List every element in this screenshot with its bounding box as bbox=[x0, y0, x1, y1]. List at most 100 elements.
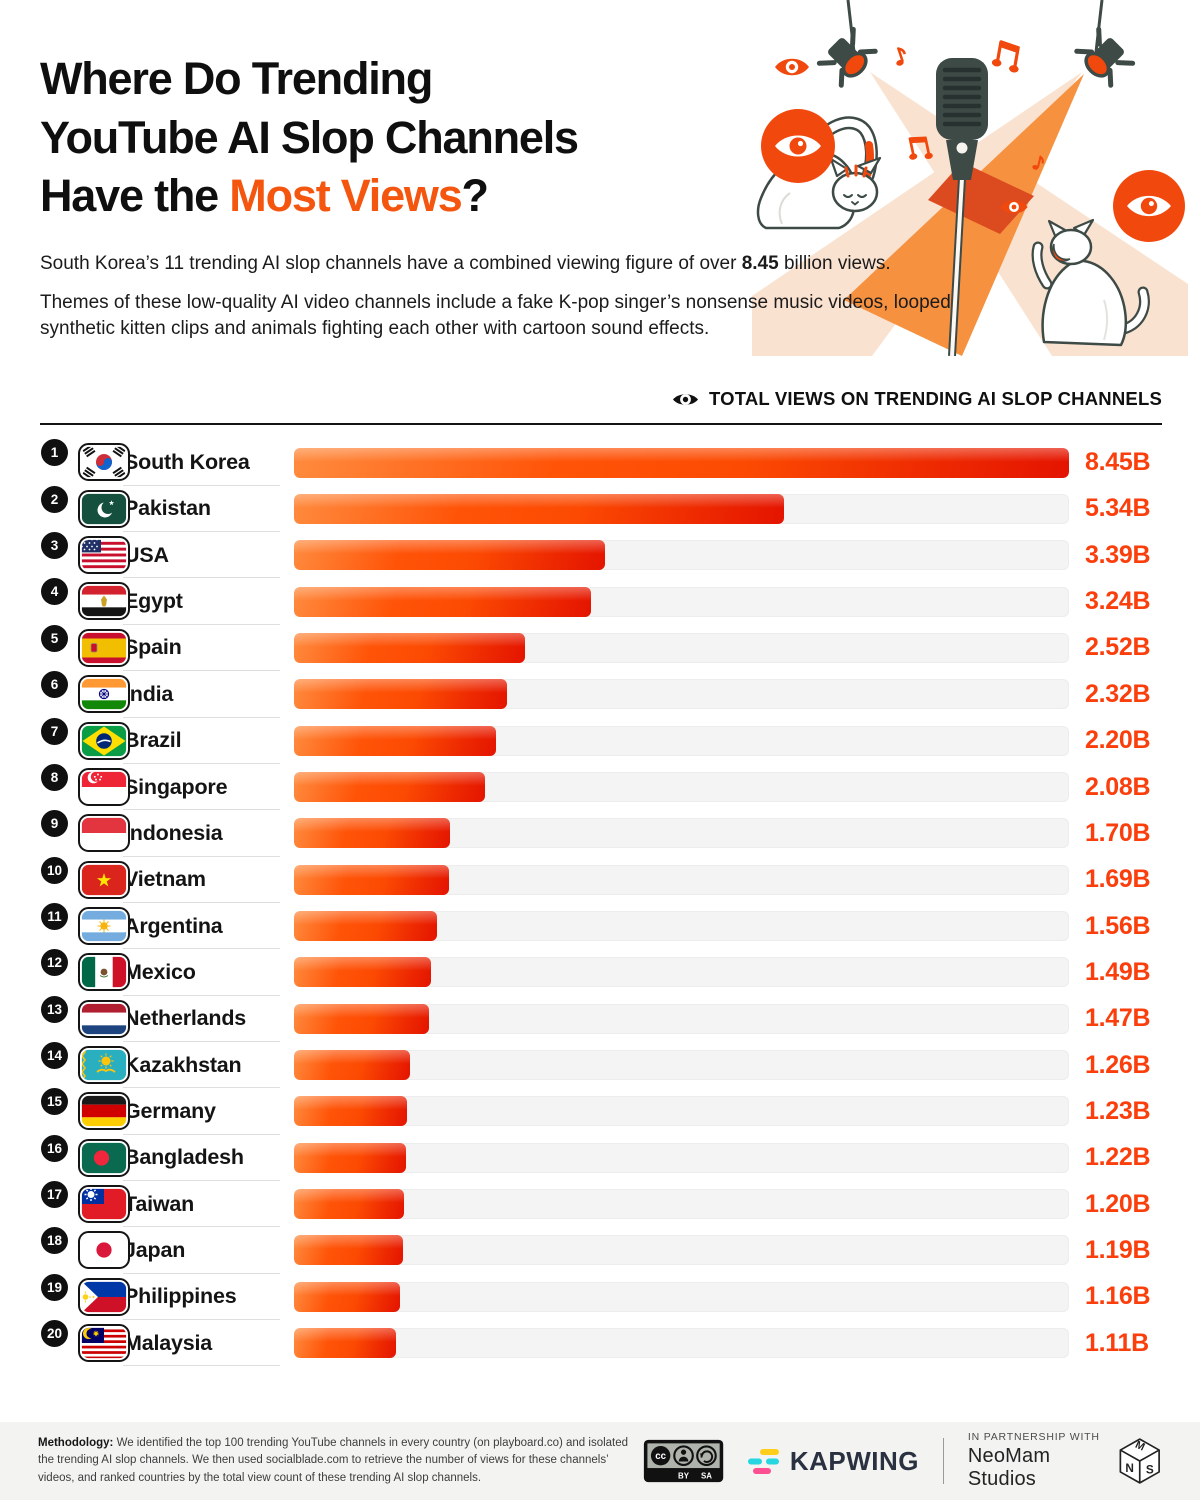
table-row: 7 Brazil 2.20B bbox=[0, 717, 1200, 764]
rank-badge: 3 bbox=[41, 532, 68, 560]
country-label: Pakistan bbox=[124, 496, 211, 521]
rank-badge: 11 bbox=[41, 902, 68, 930]
value-label: 1.26B bbox=[1085, 1050, 1151, 1079]
rank-flag-group: 17 bbox=[40, 1180, 130, 1227]
row-separator bbox=[123, 1365, 280, 1367]
rank-flag-group: 7 bbox=[40, 717, 130, 764]
row-separator bbox=[123, 1040, 280, 1042]
country-label: Kazakhstan bbox=[124, 1052, 242, 1077]
rank-badge: 20 bbox=[41, 1319, 68, 1347]
row-separator bbox=[123, 1318, 280, 1320]
row-separator bbox=[123, 623, 280, 625]
light-beam-pale-right bbox=[752, 72, 1082, 356]
rank-flag-group: 12 bbox=[40, 949, 130, 995]
bar-track bbox=[294, 1328, 1069, 1359]
table-row: 20 Malaysia 1.11B bbox=[0, 1319, 1200, 1367]
value-label: 5.34B bbox=[1085, 494, 1151, 523]
partnership-label: IN PARTNERSHIP WITH bbox=[967, 1431, 1100, 1443]
row-separator bbox=[123, 1179, 280, 1181]
kapwing-wordmark: KAPWING bbox=[789, 1445, 920, 1476]
kapwing-logo: KAPWING bbox=[747, 1445, 920, 1477]
table-row: 11 Argentina 1.56B bbox=[0, 902, 1200, 950]
eye-badge-icon bbox=[761, 109, 835, 183]
neomam-wordmark: NeoMam Studios bbox=[967, 1445, 1051, 1490]
row-separator bbox=[123, 994, 280, 996]
value-label: 2.08B bbox=[1085, 772, 1151, 801]
page-title: Where Do Trending YouTube AI Slop Channe… bbox=[40, 50, 1160, 226]
value-label: 1.47B bbox=[1085, 1004, 1151, 1033]
value-label: 1.49B bbox=[1085, 957, 1151, 986]
table-row: 12 Mexico 1.49B bbox=[0, 949, 1200, 996]
bar bbox=[294, 1050, 410, 1081]
row-separator bbox=[123, 531, 280, 533]
value-label: 1.70B bbox=[1085, 818, 1151, 847]
rank-flag-group: 10 bbox=[40, 856, 130, 903]
bar-track bbox=[294, 818, 1069, 849]
rank-badge: 16 bbox=[41, 1134, 68, 1162]
row-separator bbox=[123, 1226, 280, 1228]
rank-flag-group: 11 bbox=[40, 902, 130, 949]
bar bbox=[294, 911, 438, 942]
value-label: 2.52B bbox=[1085, 633, 1151, 662]
creative-commons-badge: cc BY SA bbox=[643, 1439, 723, 1483]
row-separator bbox=[123, 1272, 280, 1274]
spotlight-left-icon bbox=[816, 26, 878, 88]
country-flag-icon bbox=[78, 1277, 130, 1316]
country-label: Malaysia bbox=[124, 1330, 213, 1355]
methodology-text: Methodology: We identified the top 100 t… bbox=[38, 1437, 629, 1484]
bar bbox=[294, 586, 592, 617]
table-row: 6 India 2.32B bbox=[0, 671, 1200, 718]
bar-track bbox=[294, 1189, 1069, 1220]
svg-text:N: N bbox=[1125, 1462, 1134, 1475]
footer-logos: cc BY SA KAPWING bbox=[643, 1431, 1162, 1491]
table-row: 17 Taiwan 1.20B bbox=[0, 1180, 1200, 1228]
country-flag-icon bbox=[78, 489, 130, 528]
bar-track bbox=[294, 1281, 1069, 1312]
bar bbox=[294, 1281, 401, 1312]
rank-flag-group: 4 bbox=[40, 578, 130, 624]
rank-badge: 17 bbox=[41, 1180, 68, 1208]
title-line2: YouTube AI Slop Channels bbox=[40, 111, 579, 163]
value-label: 2.20B bbox=[1085, 726, 1151, 755]
bar bbox=[294, 864, 449, 895]
table-row: 15 Germany 1.23B bbox=[0, 1088, 1200, 1135]
bar-track bbox=[294, 911, 1069, 942]
svg-text:cc: cc bbox=[655, 1451, 666, 1462]
country-label: Argentina bbox=[124, 913, 223, 938]
table-row: 8 Singapore 2.08B bbox=[0, 763, 1200, 811]
row-separator bbox=[123, 1133, 280, 1135]
title-line1: Where Do Trending bbox=[40, 53, 433, 104]
chart-title: TOTAL VIEWS ON TRENDING AI SLOP CHANNELS bbox=[708, 388, 1162, 410]
value-label: 1.23B bbox=[1085, 1096, 1151, 1125]
country-label: Vietnam bbox=[124, 867, 206, 892]
kapwing-icon bbox=[747, 1448, 779, 1474]
chart-header: TOTAL VIEWS ON TRENDING AI SLOP CHANNELS bbox=[40, 388, 1162, 410]
rank-badge: 13 bbox=[41, 995, 68, 1023]
country-flag-icon bbox=[78, 1138, 130, 1177]
country-label: Bangladesh bbox=[124, 1145, 244, 1170]
table-row: 18 Japan 1.19B bbox=[0, 1227, 1200, 1274]
table-row: 2 Pakistan 5.34B bbox=[0, 485, 1200, 533]
bar bbox=[294, 818, 450, 849]
spotlight-right-icon bbox=[1074, 26, 1136, 88]
row-separator bbox=[123, 948, 280, 950]
bar-track bbox=[294, 679, 1069, 710]
svg-text:SA: SA bbox=[701, 1472, 712, 1481]
row-separator bbox=[123, 809, 280, 811]
bar-track bbox=[294, 1142, 1069, 1173]
rank-flag-group: 2 bbox=[40, 485, 130, 532]
rank-flag-group: 20 bbox=[40, 1319, 130, 1366]
value-label: 3.24B bbox=[1085, 587, 1151, 616]
value-label: 1.56B bbox=[1085, 911, 1151, 940]
table-row: 9 Indonesia 1.70B bbox=[0, 810, 1200, 857]
description-text: Themes of these low‑quality AI video cha… bbox=[40, 291, 951, 340]
value-label: 1.22B bbox=[1085, 1143, 1151, 1172]
rank-badge: 12 bbox=[41, 949, 68, 977]
bar-track bbox=[294, 957, 1069, 988]
value-label: 3.39B bbox=[1085, 540, 1151, 569]
rank-flag-group: 5 bbox=[40, 624, 130, 671]
rank-badge: 9 bbox=[41, 810, 68, 838]
rank-badge: 7 bbox=[41, 717, 68, 745]
rank-badge: 19 bbox=[41, 1273, 68, 1301]
